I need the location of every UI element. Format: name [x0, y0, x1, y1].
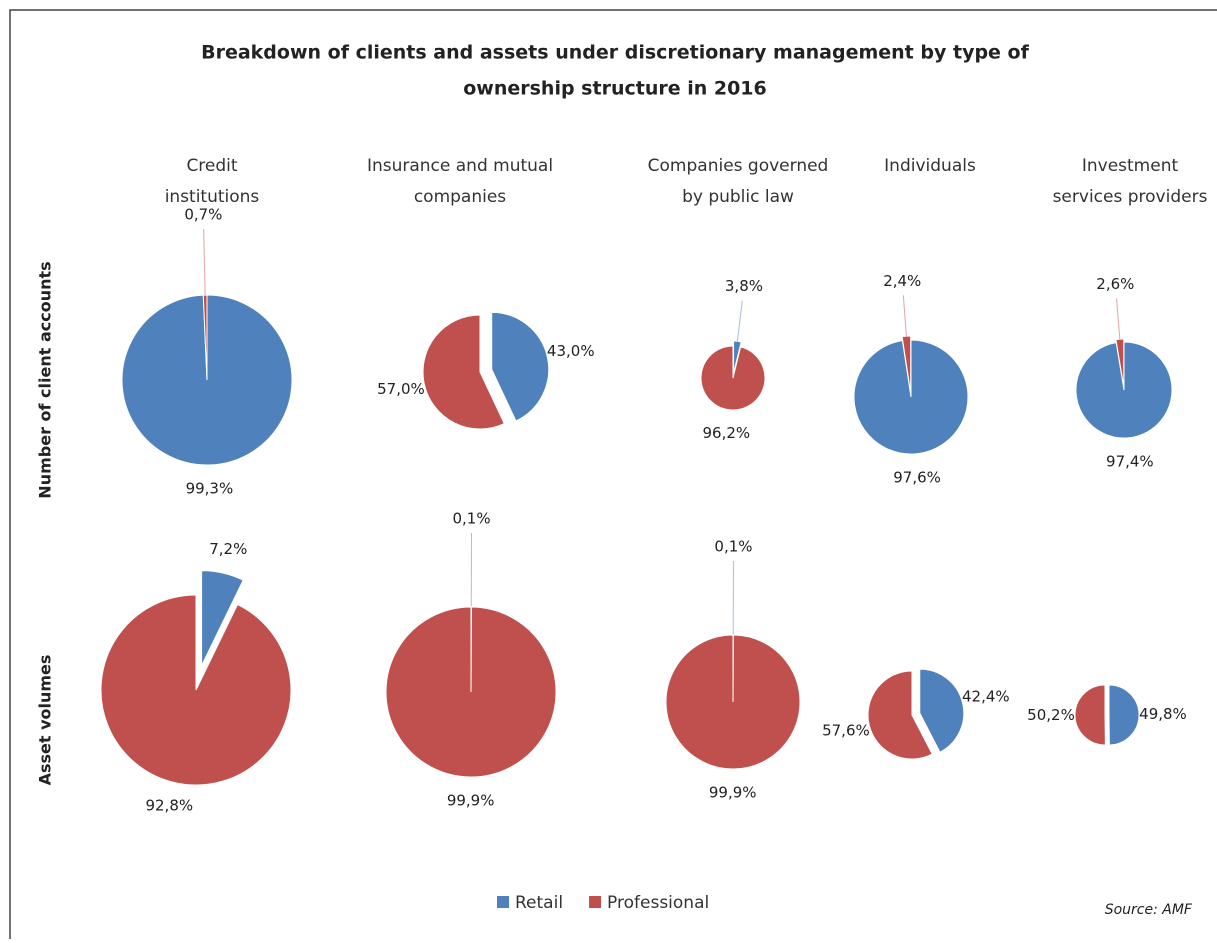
data-label: 92,8% — [145, 796, 193, 814]
data-label: 43,0% — [547, 342, 595, 360]
legend-swatch — [497, 896, 509, 908]
data-label: 3,8% — [725, 277, 763, 295]
data-label: 0,7% — [184, 206, 222, 224]
column-header: Companies governed — [648, 156, 829, 176]
data-label: 7,2% — [209, 540, 247, 558]
legend-label: Professional — [607, 893, 709, 913]
legend-swatch — [589, 896, 601, 908]
data-label: 50,2% — [1027, 706, 1075, 724]
data-label: 2,4% — [883, 272, 921, 290]
column-header: by public law — [682, 187, 794, 207]
data-label: 99,9% — [447, 791, 495, 809]
data-label: 0,1% — [452, 510, 490, 528]
pie-slice — [101, 595, 291, 785]
leader-line — [903, 295, 906, 336]
data-label: 0,1% — [714, 538, 752, 556]
data-label: 99,3% — [186, 479, 234, 497]
data-label: 97,4% — [1106, 452, 1154, 470]
data-label: 42,4% — [962, 688, 1010, 706]
data-label: 97,6% — [893, 468, 941, 486]
leader-line — [204, 229, 205, 295]
data-label: 49,8% — [1139, 705, 1187, 723]
column-header: Insurance and mutual — [367, 156, 553, 176]
pie-slice — [666, 635, 800, 769]
pie-slice — [701, 346, 765, 410]
legend-label: Retail — [515, 893, 563, 913]
source-note: Source: AMF — [1105, 902, 1193, 918]
column-header: companies — [414, 187, 506, 207]
column-header: Credit — [186, 156, 237, 176]
leader-line — [737, 301, 742, 342]
data-label: 96,2% — [703, 424, 751, 442]
leader-line — [1116, 298, 1119, 339]
row-label: Asset volumes — [36, 655, 55, 786]
pie-slice — [1109, 685, 1139, 745]
chart-title: Breakdown of clients and assets under di… — [201, 42, 1029, 64]
pie-slice — [1075, 685, 1105, 745]
pie-slice — [386, 607, 556, 777]
data-label: 57,6% — [822, 722, 870, 740]
chart-title: ownership structure in 2016 — [463, 78, 767, 100]
pie-slice — [492, 312, 549, 421]
data-label: 57,0% — [377, 380, 425, 398]
row-label: Number of client accounts — [36, 261, 55, 498]
column-header: institutions — [165, 187, 260, 207]
column-header: Investment — [1082, 156, 1179, 176]
column-header: services providers — [1053, 187, 1208, 207]
data-label: 2,6% — [1096, 275, 1134, 293]
data-label: 99,9% — [709, 783, 757, 801]
column-header: Individuals — [884, 156, 976, 176]
pie-slice — [920, 669, 964, 752]
